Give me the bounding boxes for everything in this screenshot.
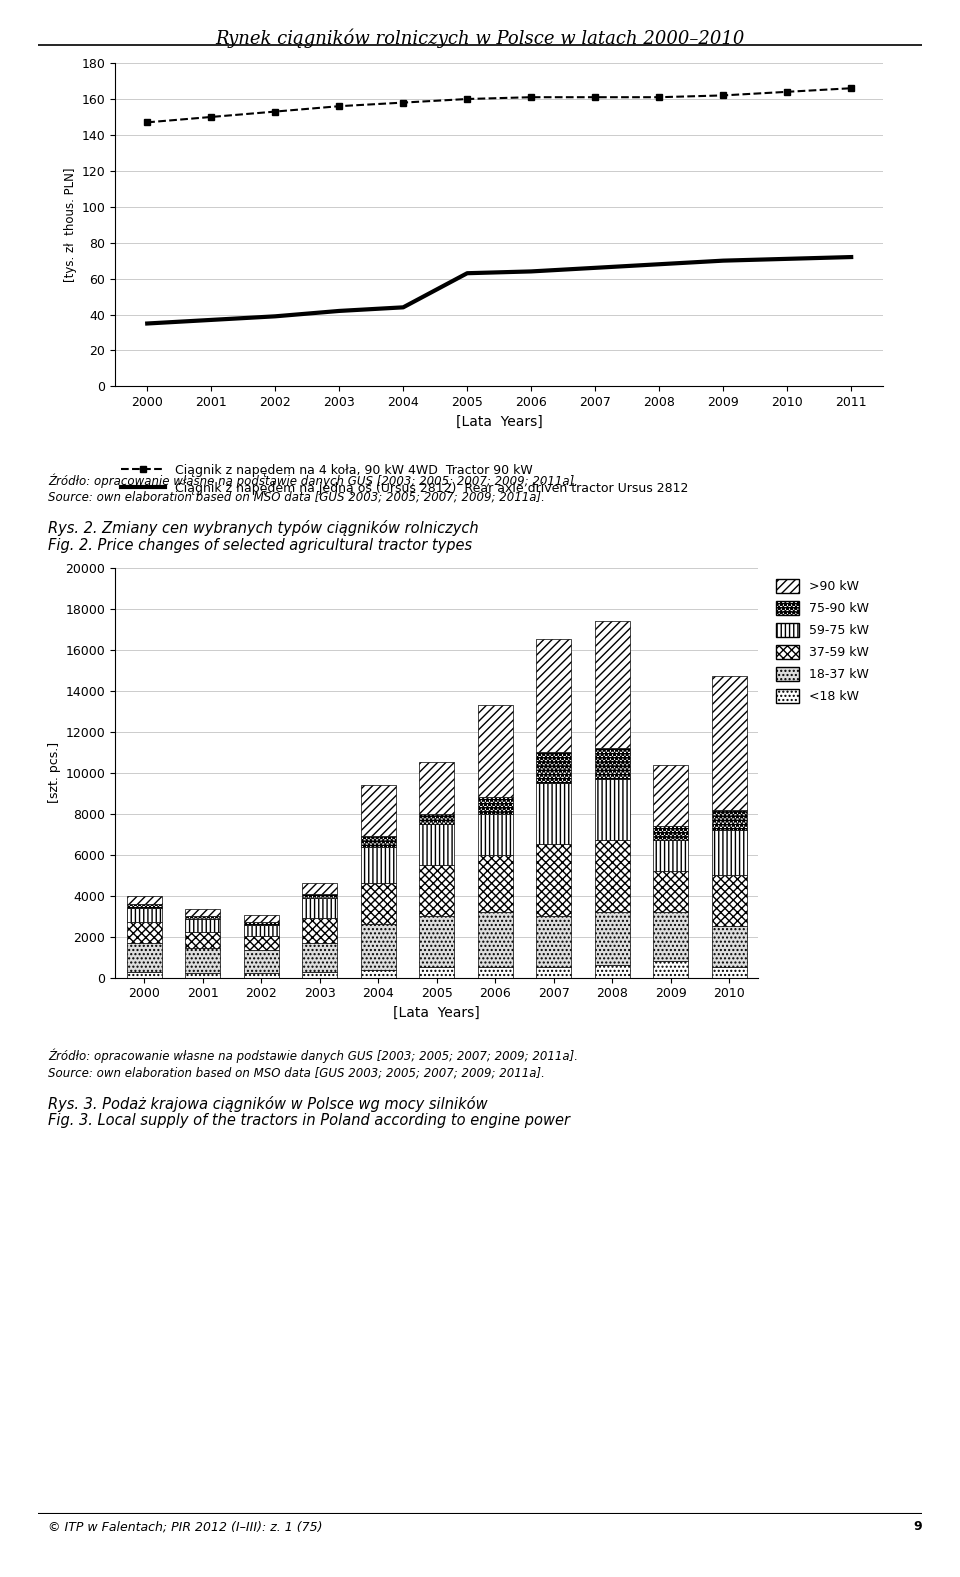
Bar	[478, 912, 513, 967]
Bar	[594, 841, 630, 912]
Bar	[420, 814, 454, 823]
Bar	[478, 814, 513, 855]
Bar	[361, 883, 396, 924]
Bar	[711, 875, 747, 926]
X-axis label: [Lata  Years]: [Lata Years]	[456, 415, 542, 429]
Bar	[478, 967, 513, 978]
Bar	[185, 916, 221, 919]
Bar	[185, 932, 221, 948]
Bar	[185, 908, 221, 916]
Bar	[127, 971, 162, 978]
Bar	[127, 943, 162, 971]
Bar	[594, 912, 630, 965]
Text: © ITP w Falentach; PIR 2012 (I–III): z. 1 (75): © ITP w Falentach; PIR 2012 (I–III): z. …	[48, 1520, 323, 1533]
Bar	[244, 915, 279, 923]
Bar	[594, 965, 630, 978]
Text: Fig. 3. Local supply of the tractors in Poland according to engine power: Fig. 3. Local supply of the tractors in …	[48, 1113, 570, 1129]
Y-axis label: [szt. pcs.]: [szt. pcs.]	[48, 743, 61, 803]
Text: Source: own elaboration based on MSO data [GUS 2003; 2005; 2007; 2009; 2011a].: Source: own elaboration based on MSO dat…	[48, 490, 545, 503]
Bar	[127, 896, 162, 904]
Bar	[420, 967, 454, 978]
Text: Źródło: opracowanie własne na podstawie danych GUS [2003; 2005; 2007; 2009; 2011: Źródło: opracowanie własne na podstawie …	[48, 473, 578, 487]
Bar	[185, 919, 221, 932]
Bar	[361, 924, 396, 970]
Text: Rys. 3. Podaż krajowa ciągników w Polsce wg mocy silników: Rys. 3. Podaż krajowa ciągników w Polsce…	[48, 1096, 488, 1112]
Bar	[478, 855, 513, 912]
Text: Rys. 2. Zmiany cen wybranych typów ciągników rolniczych: Rys. 2. Zmiany cen wybranych typów ciągn…	[48, 520, 479, 536]
Bar	[594, 779, 630, 841]
Bar	[244, 923, 279, 926]
Bar	[537, 784, 571, 845]
Bar	[361, 785, 396, 836]
Bar	[302, 883, 337, 894]
Bar	[653, 871, 688, 912]
Bar	[711, 927, 747, 967]
Bar	[653, 841, 688, 871]
Bar	[361, 836, 396, 847]
Bar	[478, 798, 513, 814]
Y-axis label: [tys. zł  thous. PLN]: [tys. zł thous. PLN]	[64, 167, 78, 282]
Bar	[711, 830, 747, 875]
Bar	[420, 864, 454, 916]
Bar	[127, 904, 162, 908]
Bar	[302, 894, 337, 897]
Bar	[594, 621, 630, 747]
Bar	[361, 847, 396, 883]
Bar	[244, 935, 279, 949]
Bar	[653, 912, 688, 962]
Bar	[537, 640, 571, 752]
Bar	[302, 918, 337, 943]
Bar	[302, 971, 337, 978]
Text: Źródło: opracowanie własne na podstawie danych GUS [2003; 2005; 2007; 2009; 2011: Źródło: opracowanie własne na podstawie …	[48, 1049, 578, 1063]
Bar	[244, 926, 279, 935]
Bar	[420, 916, 454, 967]
Bar	[653, 765, 688, 826]
Bar	[537, 916, 571, 967]
Bar	[127, 908, 162, 923]
Legend: >90 kW, 75-90 kW, 59-75 kW, 37-59 kW, 18-37 kW, <18 kW: >90 kW, 75-90 kW, 59-75 kW, 37-59 kW, 18…	[771, 574, 874, 708]
Bar	[711, 809, 747, 830]
Bar	[420, 823, 454, 864]
Bar	[185, 948, 221, 973]
Text: Source: own elaboration based on MSO data [GUS 2003; 2005; 2007; 2009; 2011a].: Source: own elaboration based on MSO dat…	[48, 1066, 545, 1079]
Bar	[537, 967, 571, 978]
Bar	[537, 752, 571, 784]
Bar	[127, 923, 162, 943]
Bar	[302, 897, 337, 918]
Bar	[361, 970, 396, 978]
Bar	[594, 747, 630, 779]
Bar	[653, 826, 688, 841]
Bar	[244, 973, 279, 978]
Bar	[711, 677, 747, 809]
Bar	[302, 943, 337, 971]
X-axis label: [Lata  Years]: [Lata Years]	[394, 1006, 480, 1020]
Bar	[420, 762, 454, 814]
Bar	[653, 962, 688, 978]
Text: Rynek ciągników rolniczych w Polsce w latach 2000–2010: Rynek ciągników rolniczych w Polsce w la…	[215, 28, 745, 47]
Text: 9: 9	[913, 1520, 922, 1533]
Bar	[185, 973, 221, 978]
Bar	[711, 967, 747, 978]
Bar	[478, 705, 513, 798]
Bar	[244, 949, 279, 973]
Text: Fig. 2. Price changes of selected agricultural tractor types: Fig. 2. Price changes of selected agricu…	[48, 538, 472, 554]
Bar	[537, 845, 571, 916]
Legend: Ciągnik z napędem na 4 koła, 90 kW 4WD  Tractor 90 kW, Ciągnik z napędem na jedn: Ciągnik z napędem na 4 koła, 90 kW 4WD T…	[122, 464, 688, 495]
